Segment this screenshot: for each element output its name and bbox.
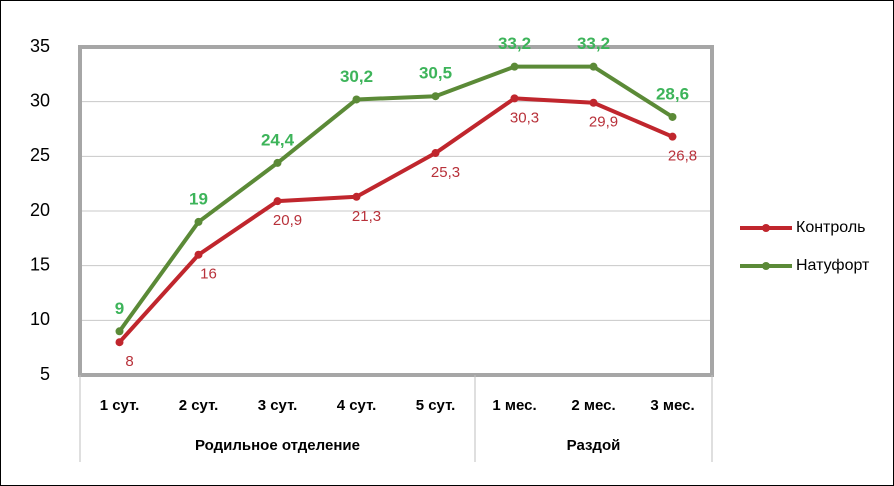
data-point — [115, 327, 124, 336]
data-point — [510, 94, 519, 103]
plot-frame — [78, 45, 714, 377]
data-label: 26,8 — [668, 148, 697, 165]
legend-label: Контроль — [796, 219, 866, 236]
data-point — [510, 62, 519, 71]
data-point — [273, 197, 282, 206]
legend-label: Натуфорт — [796, 257, 870, 274]
data-point — [273, 158, 282, 167]
data-label: 33,2 — [498, 34, 531, 53]
data-label: 30,5 — [419, 64, 452, 83]
data-label: 30,2 — [340, 67, 373, 86]
data-label: 30,3 — [510, 109, 539, 126]
data-point — [589, 98, 598, 107]
x-tick-label: 1 мес. — [492, 397, 536, 414]
data-point — [194, 217, 203, 226]
group-label: Раздой — [567, 437, 621, 454]
y-tick-label: 25 — [30, 145, 50, 165]
legend-marker — [762, 262, 770, 270]
data-point — [352, 95, 361, 104]
series-line — [118, 96, 674, 344]
data-label: 28,6 — [656, 84, 689, 103]
data-point — [589, 62, 598, 71]
data-point — [352, 192, 361, 201]
y-tick-label: 30 — [30, 90, 50, 110]
data-label: 29,9 — [589, 114, 618, 131]
x-tick-label: 4 сут. — [337, 397, 377, 414]
data-label: 24,4 — [261, 130, 295, 149]
data-point — [115, 338, 124, 347]
y-tick-label: 10 — [30, 309, 50, 329]
x-tick-label: 3 мес. — [650, 397, 694, 414]
y-tick-label: 5 — [40, 364, 50, 384]
data-label: 9 — [115, 299, 124, 318]
y-tick-label: 35 — [30, 36, 50, 56]
data-label: 33,2 — [577, 34, 610, 53]
data-label: 16 — [200, 266, 217, 283]
data-label: 25,3 — [431, 164, 460, 181]
x-tick-label: 2 сут. — [179, 397, 219, 414]
x-tick-label: 5 сут. — [416, 397, 456, 414]
y-tick-label: 20 — [30, 200, 50, 220]
data-point — [194, 250, 203, 259]
x-tick-label: 1 сут. — [100, 397, 140, 414]
x-tick-label: 2 мес. — [571, 397, 615, 414]
series-line — [117, 64, 674, 333]
y-tick-label: 15 — [30, 254, 50, 274]
x-tick-label: 3 сут. — [258, 397, 298, 414]
data-point — [431, 92, 440, 101]
group-label: Родильное отделение — [195, 437, 360, 454]
data-label: 8 — [125, 353, 133, 370]
legend-marker — [762, 224, 770, 232]
data-point — [668, 132, 677, 141]
data-point — [431, 149, 440, 158]
data-label: 21,3 — [352, 208, 381, 225]
data-label: 20,9 — [273, 212, 302, 229]
data-point — [668, 112, 677, 121]
data-label: 19 — [189, 189, 208, 208]
